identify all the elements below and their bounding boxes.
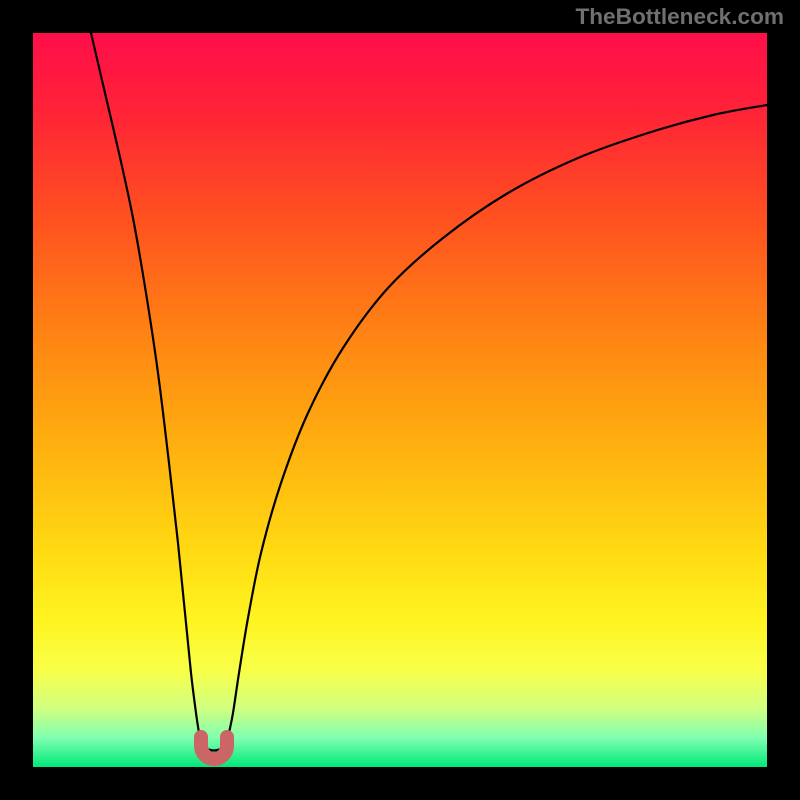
bottleneck-chart [0, 0, 800, 800]
watermark-text: TheBottleneck.com [575, 4, 784, 30]
plot-background [33, 33, 767, 767]
